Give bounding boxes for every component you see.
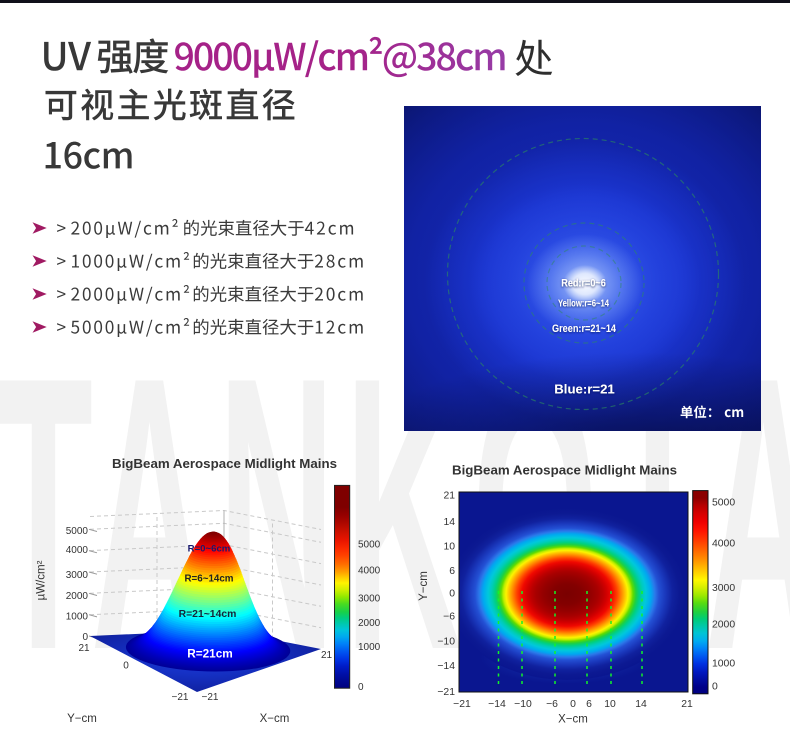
svg-text:21: 21 — [681, 699, 693, 710]
svg-text:14: 14 — [635, 699, 647, 710]
svg-text:1000: 1000 — [358, 642, 381, 653]
svg-text:Green:r=21~14: Green:r=21~14 — [552, 323, 617, 335]
svg-text:Y−cm: Y−cm — [418, 571, 430, 601]
svg-text:−21: −21 — [202, 692, 219, 703]
svg-text:0: 0 — [449, 588, 455, 599]
svg-text:Yellow:r=6~14: Yellow:r=6~14 — [558, 299, 609, 310]
svg-text:2000: 2000 — [712, 619, 735, 630]
svg-text:−14: −14 — [488, 699, 506, 710]
svg-text:3000: 3000 — [66, 570, 89, 581]
svg-text:0: 0 — [123, 661, 129, 672]
svg-text:X−cm: X−cm — [558, 714, 588, 726]
svg-text:5000: 5000 — [358, 540, 381, 551]
svg-text:4000: 4000 — [66, 545, 89, 556]
svg-text:10: 10 — [604, 699, 616, 710]
svg-text:−6: −6 — [546, 699, 558, 710]
svg-text:−21: −21 — [453, 699, 471, 710]
svg-text:Y−cm: Y−cm — [67, 713, 97, 725]
svg-text:0: 0 — [358, 682, 364, 693]
svg-text:µW/cm²: µW/cm² — [36, 560, 48, 600]
svg-text:Blue:r=21: Blue:r=21 — [554, 382, 615, 397]
svg-text:X−cm: X−cm — [260, 713, 290, 725]
svg-text:4000: 4000 — [358, 566, 381, 577]
svg-text:1000: 1000 — [66, 611, 89, 622]
svg-text:BigBeam Aerospace Midlight Mai: BigBeam Aerospace Midlight Mains — [452, 463, 677, 478]
svg-text:21: 21 — [443, 491, 455, 502]
svg-text:10: 10 — [443, 541, 455, 552]
svg-text:6: 6 — [449, 566, 455, 577]
svg-text:4000: 4000 — [712, 538, 735, 549]
svg-text:3000: 3000 — [358, 594, 381, 605]
svg-text:−10: −10 — [437, 636, 455, 647]
svg-text:R=21~14cm: R=21~14cm — [179, 609, 237, 620]
svg-text:−21: −21 — [437, 687, 455, 698]
svg-text:0: 0 — [570, 699, 576, 710]
svg-text:2000: 2000 — [358, 618, 381, 629]
svg-text:R=21cm: R=21cm — [187, 647, 233, 661]
svg-text:0: 0 — [712, 682, 718, 693]
svg-text:21: 21 — [321, 650, 333, 661]
svg-text:Red:r=0~6: Red:r=0~6 — [561, 278, 606, 290]
svg-text:21: 21 — [78, 643, 90, 654]
svg-text:R=0~6cm: R=0~6cm — [188, 544, 231, 555]
svg-text:1000: 1000 — [712, 659, 735, 670]
svg-text:5000: 5000 — [66, 526, 89, 537]
svg-text:−10: −10 — [514, 699, 532, 710]
svg-text:−6: −6 — [443, 611, 455, 622]
svg-text:3000: 3000 — [712, 583, 735, 594]
svg-text:R=6~14cm: R=6~14cm — [184, 574, 233, 585]
svg-text:0: 0 — [82, 632, 88, 643]
svg-text:2000: 2000 — [66, 591, 89, 602]
svg-text:−21: −21 — [172, 692, 189, 703]
svg-text:5000: 5000 — [712, 498, 735, 509]
svg-text:14: 14 — [443, 517, 455, 528]
svg-text:BigBeam Aerospace Midlight Mai: BigBeam Aerospace Midlight Mains — [112, 456, 337, 471]
svg-text:−14: −14 — [437, 661, 455, 672]
svg-text:6: 6 — [586, 699, 592, 710]
